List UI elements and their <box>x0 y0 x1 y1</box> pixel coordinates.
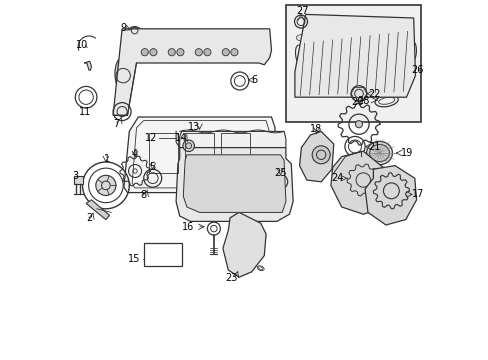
Text: 5: 5 <box>149 162 156 172</box>
Circle shape <box>350 86 366 102</box>
Text: 22: 22 <box>367 89 380 99</box>
Text: 27: 27 <box>295 6 308 16</box>
Ellipse shape <box>139 40 159 61</box>
Polygon shape <box>113 29 271 115</box>
Text: 8: 8 <box>141 190 146 200</box>
Text: 4: 4 <box>132 149 138 159</box>
Ellipse shape <box>193 40 213 61</box>
Polygon shape <box>365 166 416 225</box>
Circle shape <box>276 178 284 185</box>
Circle shape <box>230 49 238 56</box>
Polygon shape <box>179 131 285 148</box>
Text: 16: 16 <box>182 222 194 232</box>
Circle shape <box>203 49 211 56</box>
Text: 26: 26 <box>410 65 423 75</box>
Polygon shape <box>183 155 285 212</box>
Ellipse shape <box>389 28 400 37</box>
Ellipse shape <box>309 34 321 40</box>
Ellipse shape <box>142 43 155 58</box>
Ellipse shape <box>296 35 307 41</box>
Text: 12: 12 <box>144 132 157 143</box>
Ellipse shape <box>224 43 236 58</box>
Text: 11: 11 <box>79 107 91 117</box>
Ellipse shape <box>349 31 360 39</box>
Text: 7: 7 <box>113 119 120 129</box>
Ellipse shape <box>323 33 334 40</box>
Polygon shape <box>123 117 275 193</box>
Text: 15: 15 <box>127 254 140 264</box>
Text: 10: 10 <box>76 40 88 50</box>
Ellipse shape <box>336 32 347 39</box>
Text: 19: 19 <box>400 148 412 158</box>
Ellipse shape <box>363 30 373 38</box>
Circle shape <box>222 49 229 56</box>
Polygon shape <box>299 131 333 182</box>
Ellipse shape <box>366 141 392 165</box>
Text: 1: 1 <box>104 154 110 164</box>
Ellipse shape <box>376 30 386 37</box>
Text: 9: 9 <box>121 23 127 33</box>
Bar <box>143 243 181 266</box>
Bar <box>285 5 420 122</box>
Text: 28: 28 <box>356 96 369 106</box>
Polygon shape <box>176 148 292 221</box>
Ellipse shape <box>369 144 388 162</box>
Text: 23: 23 <box>225 273 237 283</box>
Text: 24: 24 <box>330 173 343 183</box>
Circle shape <box>177 49 183 56</box>
Text: 20: 20 <box>351 96 364 107</box>
Circle shape <box>96 175 116 195</box>
Text: 2: 2 <box>86 213 93 223</box>
Ellipse shape <box>196 43 209 58</box>
Circle shape <box>183 140 194 152</box>
Polygon shape <box>223 212 265 277</box>
Polygon shape <box>330 151 387 214</box>
Text: 3: 3 <box>72 171 78 181</box>
Ellipse shape <box>220 40 240 61</box>
Ellipse shape <box>115 58 129 90</box>
Circle shape <box>141 49 148 56</box>
Text: 6: 6 <box>251 75 257 85</box>
Text: 13: 13 <box>187 122 200 132</box>
Circle shape <box>355 121 362 128</box>
Polygon shape <box>74 176 82 184</box>
Ellipse shape <box>169 43 182 58</box>
Circle shape <box>311 146 329 164</box>
Ellipse shape <box>129 27 140 35</box>
Polygon shape <box>294 14 415 97</box>
Polygon shape <box>84 61 91 70</box>
Circle shape <box>168 49 175 56</box>
Circle shape <box>195 49 202 56</box>
Text: 21: 21 <box>368 141 380 152</box>
Text: 17: 17 <box>411 189 424 199</box>
Polygon shape <box>86 200 109 220</box>
Circle shape <box>149 49 157 56</box>
Text: 18: 18 <box>310 124 322 134</box>
Text: 14: 14 <box>175 132 187 143</box>
Text: 25: 25 <box>274 168 286 178</box>
Ellipse shape <box>166 40 185 61</box>
